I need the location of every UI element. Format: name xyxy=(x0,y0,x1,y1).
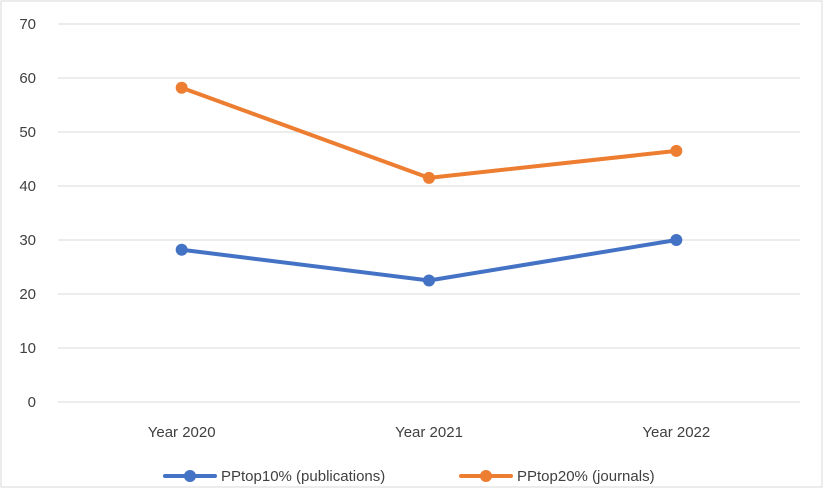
data-point xyxy=(670,144,683,157)
x-tick-label: Year 2020 xyxy=(148,424,216,441)
data-point xyxy=(670,234,683,246)
data-point xyxy=(175,243,188,256)
y-tick-label: 70 xyxy=(19,16,36,33)
legend-item: PPtop20% (journals) xyxy=(459,468,655,485)
series-lines xyxy=(175,81,683,287)
y-tick-label: 50 xyxy=(19,124,36,141)
x-axis-tick-labels: Year 2020 Year 2021 Year 2022 xyxy=(148,424,711,441)
y-axis-tick-labels: 0 10 20 30 40 50 60 70 xyxy=(19,16,36,411)
series-pptop20-journals xyxy=(175,81,683,184)
y-tick-label: 10 xyxy=(19,340,36,357)
legend: PPtop10% (publications) PPtop20% (journal… xyxy=(163,468,655,485)
y-tick-label: 30 xyxy=(19,232,36,249)
y-tick-label: 0 xyxy=(28,394,36,411)
legend-item: PPtop10% (publications) xyxy=(163,468,385,485)
legend-dot-marker xyxy=(480,470,492,482)
y-tick-label: 40 xyxy=(19,178,36,195)
data-point xyxy=(423,274,435,287)
y-tick-label: 20 xyxy=(19,286,36,303)
legend-label: PPtop10% (publications) xyxy=(221,468,385,485)
legend-dot-marker xyxy=(184,470,196,482)
x-tick-label: Year 2021 xyxy=(395,424,463,441)
data-point xyxy=(175,81,188,94)
series-pptop10-publications xyxy=(175,234,683,287)
legend-label: PPtop20% (journals) xyxy=(517,468,655,485)
gridlines xyxy=(58,23,800,403)
y-tick-label: 60 xyxy=(19,70,36,87)
data-point xyxy=(423,171,435,184)
x-tick-label: Year 2022 xyxy=(642,424,710,441)
